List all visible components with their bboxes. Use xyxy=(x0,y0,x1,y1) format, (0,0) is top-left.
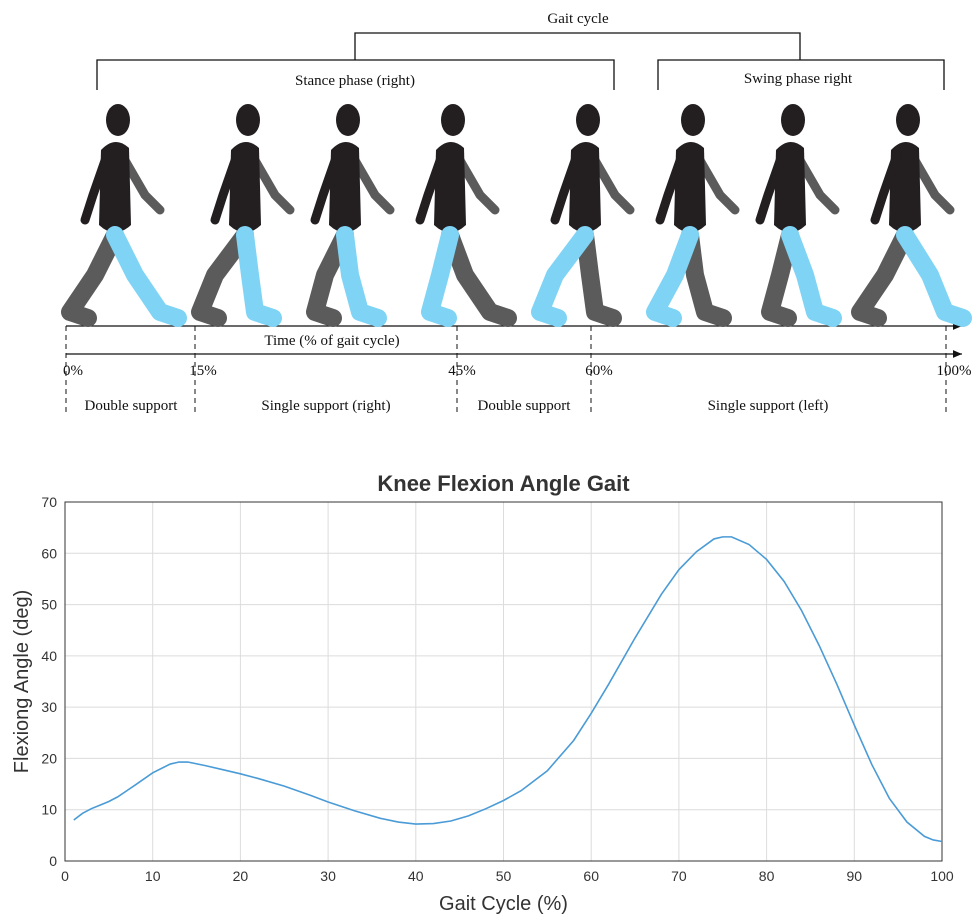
label: Gait cycle xyxy=(547,11,609,27)
x-tick-label: 70 xyxy=(671,868,687,884)
y-tick-label: 10 xyxy=(41,802,57,818)
arm xyxy=(210,150,242,225)
leg xyxy=(61,226,124,327)
x-tick-label: 100 xyxy=(930,868,954,884)
x-tick-label: 10 xyxy=(145,868,161,884)
leg xyxy=(191,226,254,327)
chart: 0 10 20 30 40 50 60 70 80 90 100 0 10 20 30 40 50 60 70 Kne… xyxy=(11,471,954,915)
y-tick-label: 40 xyxy=(41,648,57,664)
x-tick-label: 0 xyxy=(61,868,69,884)
percent-label: 60% xyxy=(585,363,613,379)
x-tick-label: 20 xyxy=(233,868,249,884)
leg xyxy=(441,226,517,327)
percent-label: 0% xyxy=(63,363,83,379)
y-tick-label: 70 xyxy=(41,494,57,510)
percent-label: 15% xyxy=(189,363,217,379)
x-tick-label: 40 xyxy=(408,868,424,884)
arm xyxy=(550,150,582,225)
support-label: Single support (right) xyxy=(261,398,390,414)
percent-label: 100% xyxy=(937,363,972,379)
leg xyxy=(781,226,842,327)
arm xyxy=(870,150,902,225)
bracket xyxy=(657,59,945,90)
leg xyxy=(306,226,354,327)
leg xyxy=(106,226,187,327)
support-label: Double support xyxy=(85,398,179,414)
arm xyxy=(310,150,342,225)
arm xyxy=(655,150,687,225)
chart-title: Knee Flexion Angle Gait xyxy=(377,471,630,496)
leg xyxy=(421,226,459,327)
leg xyxy=(681,226,732,327)
y-tick-label: 50 xyxy=(41,597,57,613)
y-tick-label: 30 xyxy=(41,699,57,715)
line xyxy=(73,536,943,843)
y-axis-label: Flexiong Angle (deg) xyxy=(11,590,33,773)
axes-box xyxy=(64,501,943,862)
head xyxy=(781,104,805,136)
x-tick-label: 60 xyxy=(583,868,599,884)
leg xyxy=(646,226,699,327)
leg xyxy=(896,226,972,327)
x-axis-label: Gait Cycle (%) xyxy=(439,893,568,915)
head xyxy=(896,104,920,136)
y-tick-label: 60 xyxy=(41,545,57,561)
head xyxy=(336,104,360,136)
head xyxy=(681,104,705,136)
y-tick-label: 0 xyxy=(49,853,57,869)
leg xyxy=(851,226,914,327)
x-tick-label: 90 xyxy=(847,868,863,884)
leg xyxy=(576,226,622,327)
y-tick-label: 20 xyxy=(41,750,57,766)
percent-label: 45% xyxy=(448,363,476,379)
support-label: Double support xyxy=(478,398,572,414)
arm xyxy=(80,150,112,225)
leg xyxy=(336,226,387,327)
bracket xyxy=(354,32,801,60)
head xyxy=(236,104,260,136)
x-tick-label: 80 xyxy=(759,868,775,884)
arm xyxy=(755,150,787,225)
label: Time (% of gait cycle) xyxy=(264,333,399,349)
head xyxy=(441,104,465,136)
x-tick-label: 30 xyxy=(320,868,336,884)
leg xyxy=(531,226,594,327)
head xyxy=(106,104,130,136)
arm xyxy=(415,150,447,225)
bracket xyxy=(96,59,615,90)
x-tick-label: 50 xyxy=(496,868,512,884)
figures xyxy=(61,104,972,327)
leg xyxy=(761,226,799,327)
leg xyxy=(236,226,282,327)
support-label: Single support (left) xyxy=(708,398,829,414)
label: Stance phase (right) xyxy=(295,73,415,89)
head xyxy=(576,104,600,136)
label: Swing phase right xyxy=(744,71,853,87)
